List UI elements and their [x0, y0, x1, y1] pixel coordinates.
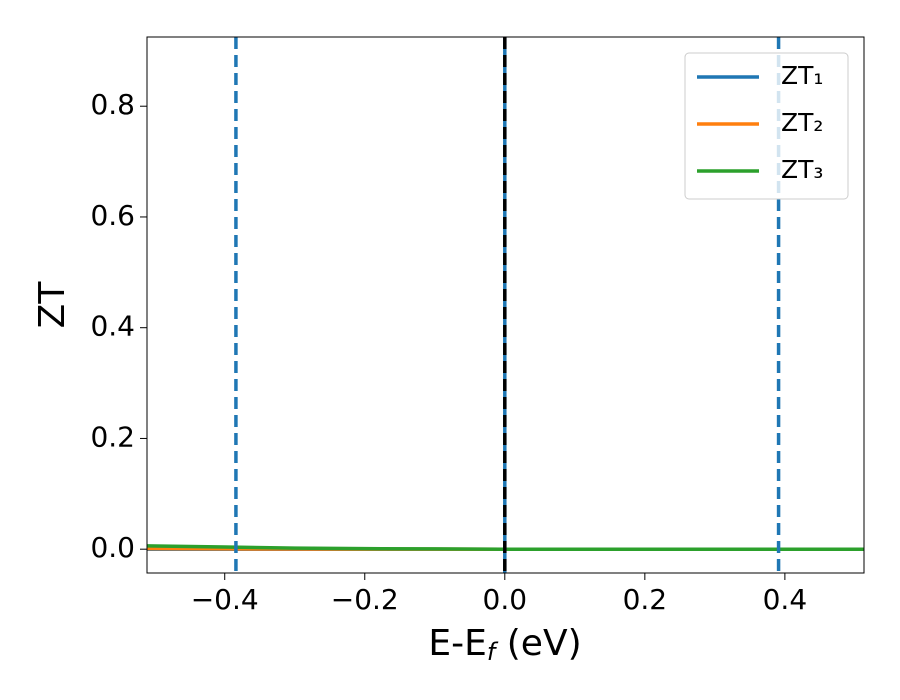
legend-box: [684, 52, 849, 200]
y-tick-label: 0.4: [90, 310, 135, 343]
legend-label: ZT₂: [781, 108, 823, 137]
x-tick-label: 0.0: [483, 583, 528, 616]
x-tick-label: 0.2: [623, 583, 668, 616]
y-axis-label: ZT: [32, 281, 73, 329]
y-tick-label: 0.0: [90, 531, 135, 564]
legend-label: ZT₁: [781, 61, 823, 90]
x-tick-label: 0.4: [763, 583, 808, 616]
y-tick-label: 0.6: [90, 199, 135, 232]
x-label-unit: (eV): [495, 623, 581, 664]
x-axis-label: E-Ef (eV): [428, 623, 581, 666]
plot-frame: [146, 36, 865, 574]
x-tick-label: −0.4: [191, 583, 259, 616]
x-label-main: E-E: [428, 623, 486, 664]
y-tick-label: 0.2: [90, 420, 135, 453]
y-tick-label: 0.8: [90, 88, 135, 121]
x-tick-label: −0.2: [331, 583, 399, 616]
legend-label: ZT₃: [781, 155, 823, 184]
